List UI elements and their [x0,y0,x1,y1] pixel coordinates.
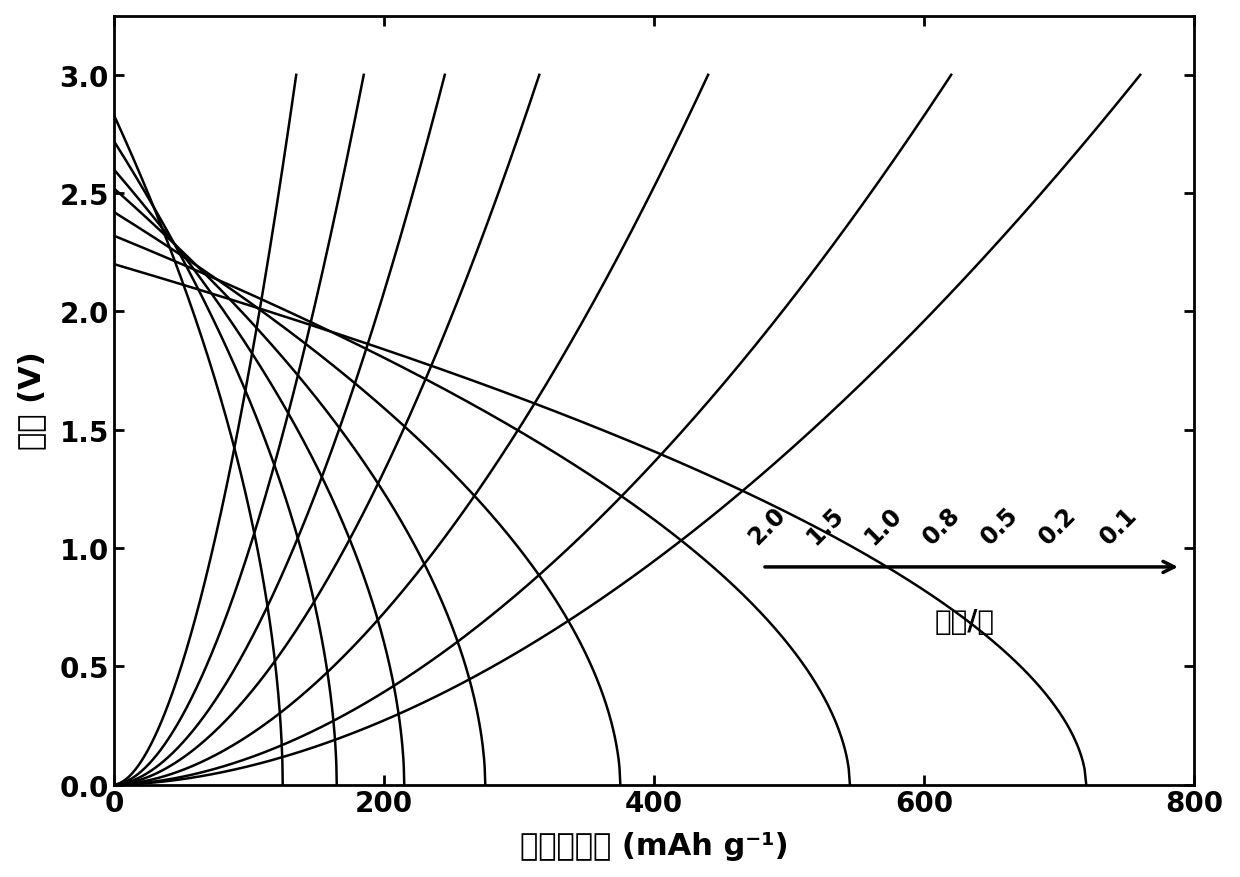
Text: 0.5: 0.5 [976,503,1023,549]
X-axis label: 放电比容量 (mAh g⁻¹): 放电比容量 (mAh g⁻¹) [520,831,789,860]
Text: 2.0: 2.0 [744,503,790,549]
Text: 安培/克: 安培/克 [935,608,994,636]
Text: 0.1: 0.1 [1095,503,1142,549]
Text: 1.5: 1.5 [802,503,848,549]
Text: 0.2: 0.2 [1034,503,1081,549]
Text: 0.8: 0.8 [918,503,965,549]
Text: 1.0: 1.0 [861,503,906,549]
Y-axis label: 电压 (V): 电压 (V) [16,352,46,450]
